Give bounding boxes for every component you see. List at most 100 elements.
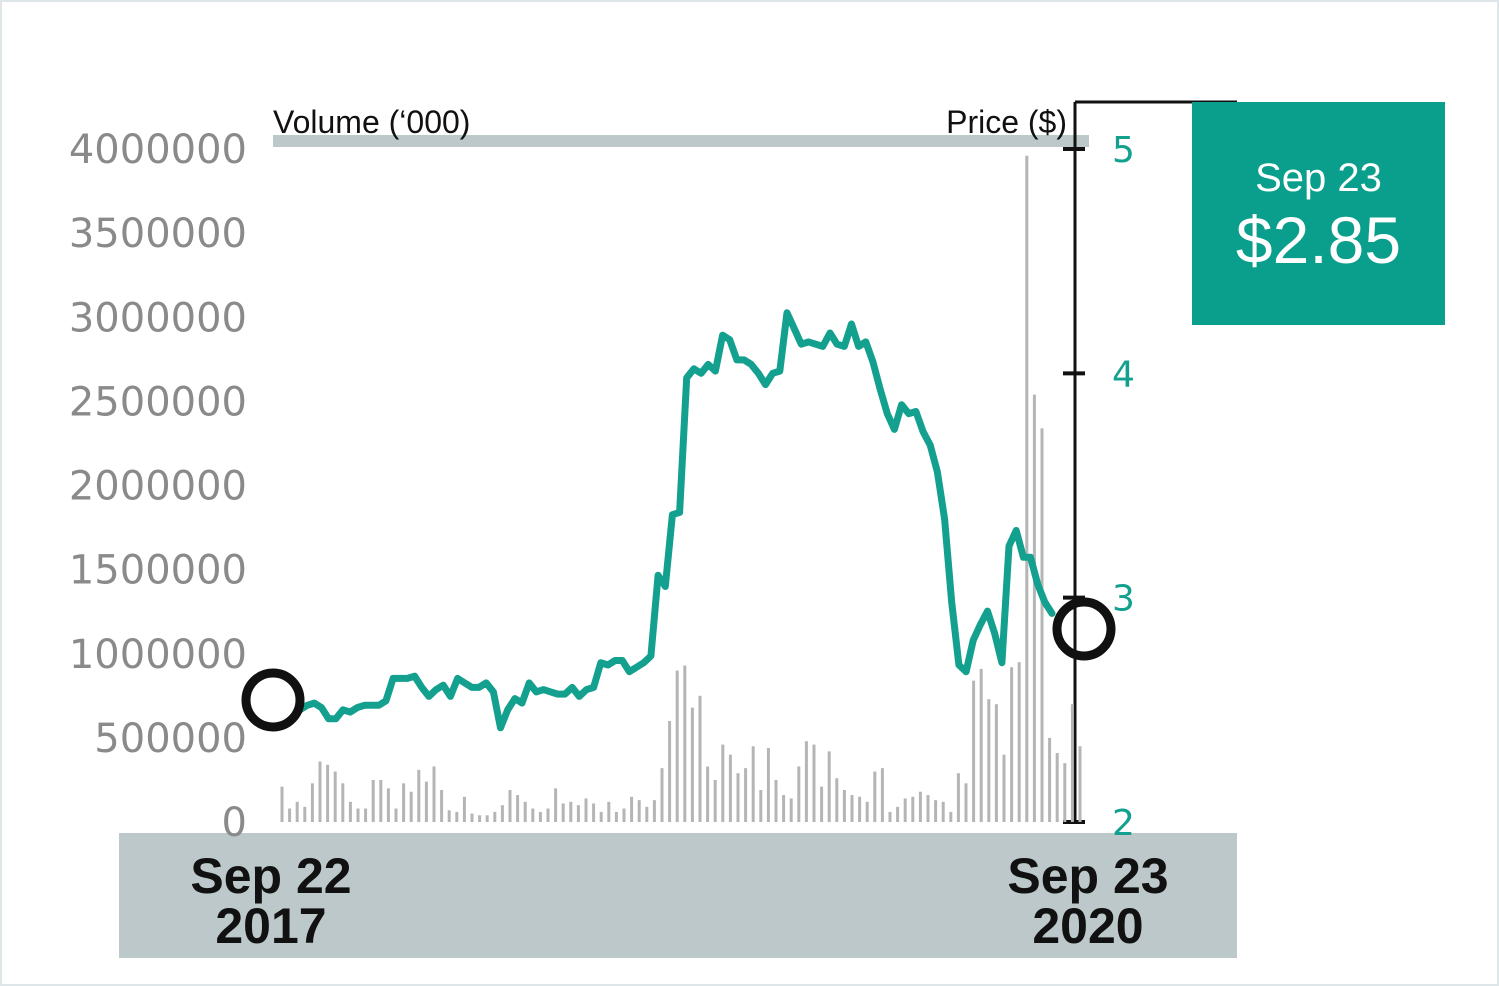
date-band: [119, 833, 1237, 958]
volume-bar: [386, 788, 390, 822]
volume-bar: [873, 771, 877, 822]
callout-price: $2.85: [1235, 203, 1402, 277]
volume-bar: [1010, 667, 1014, 822]
volume-bar: [903, 798, 907, 822]
volume-bar: [462, 796, 466, 822]
volume-axis-label: Volume (‘000): [273, 104, 470, 140]
volume-bar: [630, 796, 634, 822]
volume-bar: [356, 808, 360, 822]
price-line-layer: [296, 309, 1056, 732]
volume-bar: [797, 766, 801, 822]
price-tick-label: 4: [1112, 354, 1135, 395]
volume-bar: [1063, 763, 1067, 822]
volume-bar: [964, 783, 968, 822]
volume-bar: [592, 803, 596, 822]
volume-bar: [812, 744, 816, 822]
volume-bar: [1032, 394, 1036, 822]
volume-bar: [835, 778, 839, 822]
volume-bar: [941, 801, 945, 822]
volume-bar: [858, 796, 862, 822]
volume-bar: [934, 800, 938, 822]
volume-bar: [280, 786, 284, 822]
volume-bar: [744, 768, 748, 822]
volume-bar: [842, 790, 846, 822]
end-marker: [1052, 597, 1116, 661]
volume-bar: [850, 795, 854, 822]
price-tick-group: 2 3 4 5: [1063, 130, 1135, 844]
volume-bar: [660, 768, 664, 822]
volume-bar: [690, 707, 694, 822]
volume-bar: [417, 769, 421, 822]
volume-bar: [918, 791, 922, 822]
volume-bar: [728, 754, 732, 822]
volume-bar: [318, 761, 322, 822]
start-marker: [241, 668, 305, 732]
volume-bar: [516, 795, 520, 822]
volume-bar: [1055, 753, 1059, 822]
volume-bar: [607, 801, 611, 822]
volume-tick-label: 2500000: [69, 379, 247, 425]
volume-bar: [288, 808, 292, 822]
volume-bar: [394, 808, 398, 822]
volume-bar: [478, 815, 482, 822]
volume-bar: [348, 801, 352, 822]
volume-bar: [956, 773, 960, 822]
volume-bar: [546, 808, 550, 822]
volume-bar: [1040, 428, 1044, 822]
volume-bar: [789, 798, 793, 822]
volume-tick-label: 0: [222, 800, 247, 846]
price-tick-label: 5: [1112, 130, 1135, 171]
volume-bar: [1017, 662, 1021, 822]
volume-tick-group: 0 500000 1000000 1500000 2000000 2500000 30000…: [69, 127, 247, 846]
volume-bar: [447, 810, 451, 822]
price-line: [296, 309, 1056, 732]
volume-bar: [561, 803, 565, 822]
volume-bar: [326, 764, 330, 822]
volume-bar: [896, 806, 900, 822]
volume-bar: [1002, 754, 1006, 822]
volume-bar: [523, 801, 527, 822]
volume-bar: [782, 795, 786, 822]
volume-bar: [576, 805, 580, 822]
volume-bar: [668, 721, 672, 822]
volume-bar: [766, 747, 770, 822]
volume-bar: [759, 790, 763, 822]
volume-bar: [994, 704, 998, 822]
volume-bar: [675, 670, 679, 822]
volume-bar: [880, 768, 884, 822]
volume-tick-label: 1000000: [69, 632, 247, 678]
volume-bar: [979, 668, 983, 822]
volume-bar: [774, 779, 778, 822]
volume-tick-label: 500000: [94, 716, 247, 762]
volume-bar: [584, 798, 588, 822]
volume-bar: [820, 786, 824, 822]
endpoint-markers: [241, 597, 1116, 732]
volume-bar: [379, 779, 383, 822]
volume-tick-label: 3500000: [69, 211, 247, 257]
volume-tick-label: 2000000: [69, 464, 247, 510]
volume-bar: [493, 811, 497, 822]
volume-bar: [751, 746, 755, 822]
volume-bar: [987, 699, 991, 822]
volume-bar: [295, 801, 299, 822]
volume-bar: [1048, 737, 1052, 822]
callout-date: Sep 23: [1255, 156, 1382, 200]
volume-bar: [614, 811, 618, 822]
volume-bar: [409, 791, 413, 822]
volume-bar: [1078, 746, 1082, 822]
latest-price-callout: Sep 23 $2.85: [1192, 102, 1445, 325]
volume-bars: [280, 155, 1082, 823]
volume-bar: [706, 766, 710, 822]
volume-bar: [911, 796, 915, 822]
volume-bar: [440, 790, 444, 822]
end-year-label: 2020: [1032, 898, 1143, 954]
volume-bar: [713, 779, 717, 822]
volume-bar: [736, 773, 740, 822]
start-year-label: 2017: [215, 898, 326, 954]
volume-bar: [303, 806, 307, 822]
volume-bar: [972, 680, 976, 822]
header-band: [273, 135, 1089, 147]
